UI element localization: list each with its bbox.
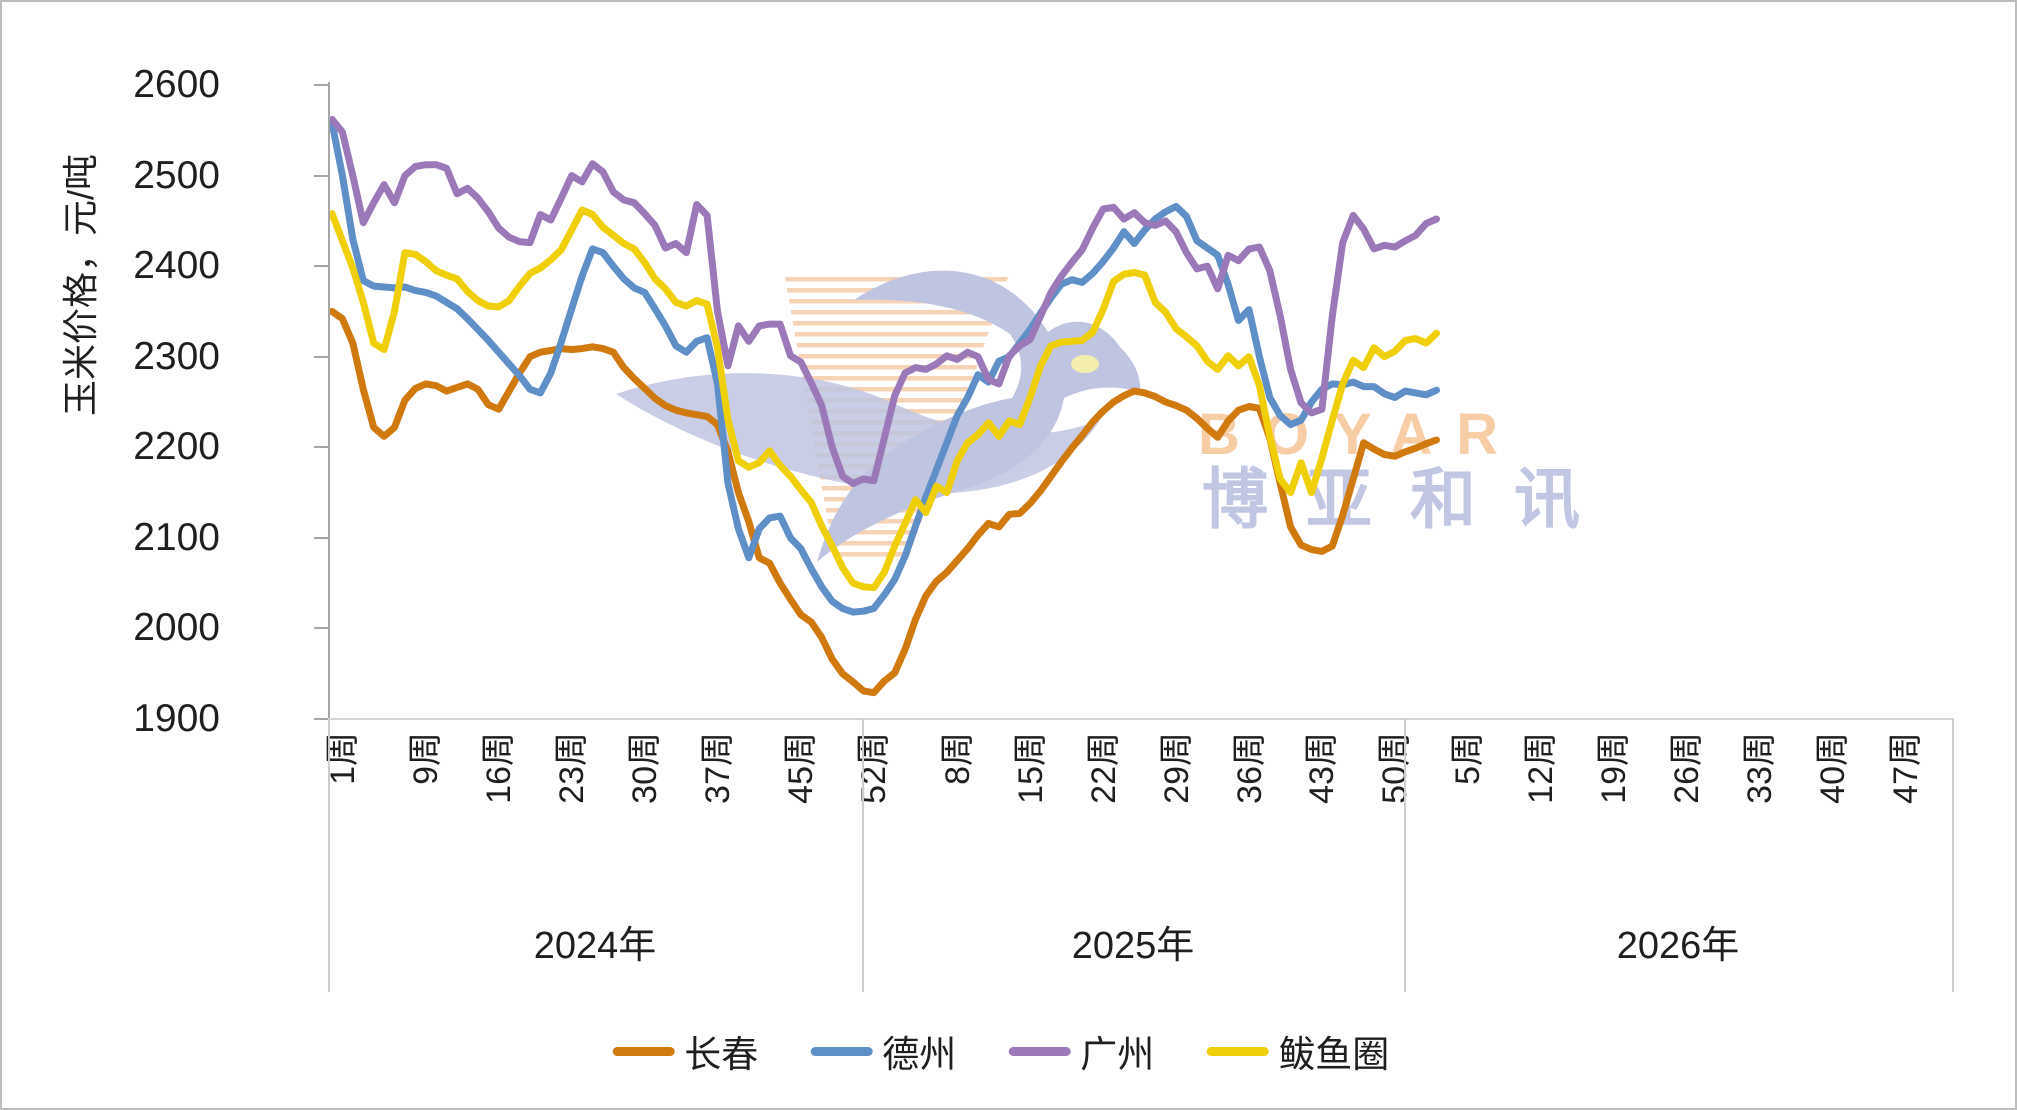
x-tick-label: 36周 bbox=[1230, 732, 1269, 804]
legend-swatch bbox=[810, 1046, 873, 1056]
x-tick-label: 37周 bbox=[698, 732, 737, 804]
x-tick-label: 30周 bbox=[626, 732, 664, 804]
x-tick-label: 29周 bbox=[1157, 732, 1196, 804]
category-separator bbox=[1404, 719, 1406, 992]
x-year-label: 2024年 bbox=[533, 925, 657, 967]
x-tick-label: 1周 bbox=[323, 732, 362, 785]
x-tick-label: 40周 bbox=[1813, 732, 1852, 804]
watermark-cjk-text: 博亚和讯 bbox=[1202, 462, 1618, 536]
y-tick-mark bbox=[314, 265, 328, 268]
x-year-label: 2025年 bbox=[1071, 925, 1195, 967]
y-tick-label: 2000 bbox=[133, 606, 220, 650]
y-tick-mark bbox=[314, 174, 328, 177]
y-tick-mark bbox=[314, 355, 328, 358]
x-tick-label: 43周 bbox=[1303, 732, 1342, 804]
x-tick-label: 22周 bbox=[1084, 732, 1123, 804]
legend-swatch bbox=[1206, 1046, 1269, 1056]
series-line-changchun bbox=[328, 307, 1440, 697]
x-tick-label: 16周 bbox=[480, 732, 519, 804]
y-tick-label: 2100 bbox=[133, 515, 220, 559]
legend-label: 德州 bbox=[882, 1034, 957, 1075]
watermark-latin-text: BOYAR bbox=[1198, 402, 1522, 467]
y-tick-mark bbox=[314, 446, 328, 449]
category-separator bbox=[862, 719, 864, 992]
x-tick-label: 9周 bbox=[407, 732, 446, 785]
legend-item-bayuquan: 鲅鱼圈 bbox=[1206, 1024, 1389, 1078]
legend: 长春 德州 广州 鲅鱼圈 bbox=[612, 1024, 1389, 1078]
category-separator bbox=[328, 719, 330, 992]
x-year-label: 2026年 bbox=[1616, 925, 1740, 967]
x-tick-label: 12周 bbox=[1522, 732, 1561, 804]
x-tick-label: 45周 bbox=[782, 732, 821, 804]
legend-label: 长春 bbox=[684, 1034, 759, 1075]
y-tick-label: 2600 bbox=[133, 63, 220, 106]
legend-item-guangzhou: 广州 bbox=[1008, 1024, 1154, 1078]
y-axis-title: 玉米价格，元/吨 bbox=[60, 153, 101, 417]
series-line-guangzhou bbox=[328, 115, 1440, 487]
x-tick-label: 23周 bbox=[553, 732, 592, 804]
x-tick-label: 8周 bbox=[938, 732, 977, 785]
y-axis-line bbox=[328, 82, 330, 725]
bird-eye bbox=[1071, 355, 1099, 373]
legend-swatch bbox=[612, 1046, 675, 1056]
y-tick-label: 2300 bbox=[133, 334, 220, 378]
y-tick-label: 1900 bbox=[133, 697, 220, 740]
series-line-dezhou bbox=[328, 119, 1440, 616]
series-line-bayuquan bbox=[328, 206, 1440, 592]
y-tick-label: 2200 bbox=[133, 425, 220, 469]
legend-item-dezhou: 德州 bbox=[810, 1024, 956, 1078]
x-axis-line bbox=[328, 718, 1954, 720]
legend-label: 广州 bbox=[1080, 1034, 1155, 1075]
y-tick-mark bbox=[314, 536, 328, 539]
watermark: BOYAR 博亚和讯 bbox=[616, 270, 1618, 562]
category-separator bbox=[1952, 719, 1954, 992]
x-tick-label: 26周 bbox=[1668, 732, 1706, 804]
x-tick-label: 33周 bbox=[1740, 732, 1779, 804]
legend-item-changchun: 长春 bbox=[612, 1024, 758, 1078]
legend-label: 鲅鱼圈 bbox=[1278, 1034, 1390, 1075]
y-tick-label: 2500 bbox=[133, 153, 220, 197]
x-tick-label: 19周 bbox=[1595, 732, 1634, 804]
x-tick-label: 50周 bbox=[1376, 732, 1415, 804]
y-tick-mark bbox=[314, 718, 328, 720]
x-tick-label: 47周 bbox=[1886, 732, 1925, 804]
x-tick-label: 5周 bbox=[1449, 732, 1488, 785]
legend-swatch bbox=[1008, 1046, 1071, 1056]
x-tick-label: 52周 bbox=[855, 732, 894, 804]
y-tick-mark bbox=[314, 627, 328, 630]
x-tick-label: 15周 bbox=[1011, 732, 1050, 804]
y-tick-mark bbox=[314, 84, 328, 86]
y-tick-label: 2400 bbox=[133, 244, 220, 288]
